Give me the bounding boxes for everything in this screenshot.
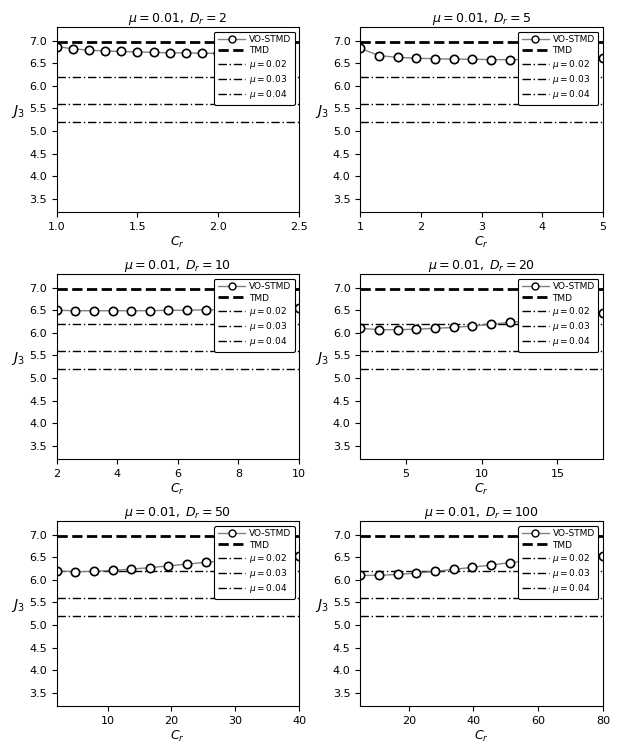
Title: $\mu = 0.01,\;  D_r = 100$: $\mu = 0.01,\; D_r = 100$ — [424, 505, 539, 521]
Y-axis label: $J_3$: $J_3$ — [11, 103, 25, 119]
Title: $\mu = 0.01,\;  D_r = 2$: $\mu = 0.01,\; D_r = 2$ — [129, 11, 227, 27]
Y-axis label: $J_3$: $J_3$ — [315, 103, 329, 119]
Title: $\mu = 0.01,\;  D_r = 50$: $\mu = 0.01,\; D_r = 50$ — [124, 505, 232, 521]
Legend: VO-STMD, TMD, $\mu = 0.02$, $\mu = 0.03$, $\mu = 0.04$: VO-STMD, TMD, $\mu = 0.02$, $\mu = 0.03$… — [214, 32, 294, 105]
Legend: VO-STMD, TMD, $\mu = 0.02$, $\mu = 0.03$, $\mu = 0.04$: VO-STMD, TMD, $\mu = 0.02$, $\mu = 0.03$… — [214, 279, 294, 352]
X-axis label: $C_r$: $C_r$ — [474, 482, 489, 497]
Title: $\mu = 0.01,\;  D_r = 20$: $\mu = 0.01,\; D_r = 20$ — [428, 258, 535, 274]
Title: $\mu = 0.01,\;  D_r = 10$: $\mu = 0.01,\; D_r = 10$ — [124, 258, 232, 274]
Y-axis label: $J_3$: $J_3$ — [11, 596, 25, 614]
X-axis label: $C_r$: $C_r$ — [474, 235, 489, 250]
Legend: VO-STMD, TMD, $\mu = 0.02$, $\mu = 0.03$, $\mu = 0.04$: VO-STMD, TMD, $\mu = 0.02$, $\mu = 0.03$… — [518, 32, 598, 105]
Legend: VO-STMD, TMD, $\mu = 0.02$, $\mu = 0.03$, $\mu = 0.04$: VO-STMD, TMD, $\mu = 0.02$, $\mu = 0.03$… — [518, 279, 598, 352]
Y-axis label: $J_3$: $J_3$ — [315, 350, 329, 367]
X-axis label: $C_r$: $C_r$ — [170, 729, 185, 744]
Y-axis label: $J_3$: $J_3$ — [315, 596, 329, 614]
Legend: VO-STMD, TMD, $\mu = 0.02$, $\mu = 0.03$, $\mu = 0.04$: VO-STMD, TMD, $\mu = 0.02$, $\mu = 0.03$… — [518, 525, 598, 599]
X-axis label: $C_r$: $C_r$ — [170, 235, 185, 250]
Title: $\mu = 0.01,\;  D_r = 5$: $\mu = 0.01,\; D_r = 5$ — [432, 11, 531, 27]
X-axis label: $C_r$: $C_r$ — [170, 482, 185, 497]
X-axis label: $C_r$: $C_r$ — [474, 729, 489, 744]
Y-axis label: $J_3$: $J_3$ — [11, 350, 25, 367]
Legend: VO-STMD, TMD, $\mu = 0.02$, $\mu = 0.03$, $\mu = 0.04$: VO-STMD, TMD, $\mu = 0.02$, $\mu = 0.03$… — [214, 525, 294, 599]
